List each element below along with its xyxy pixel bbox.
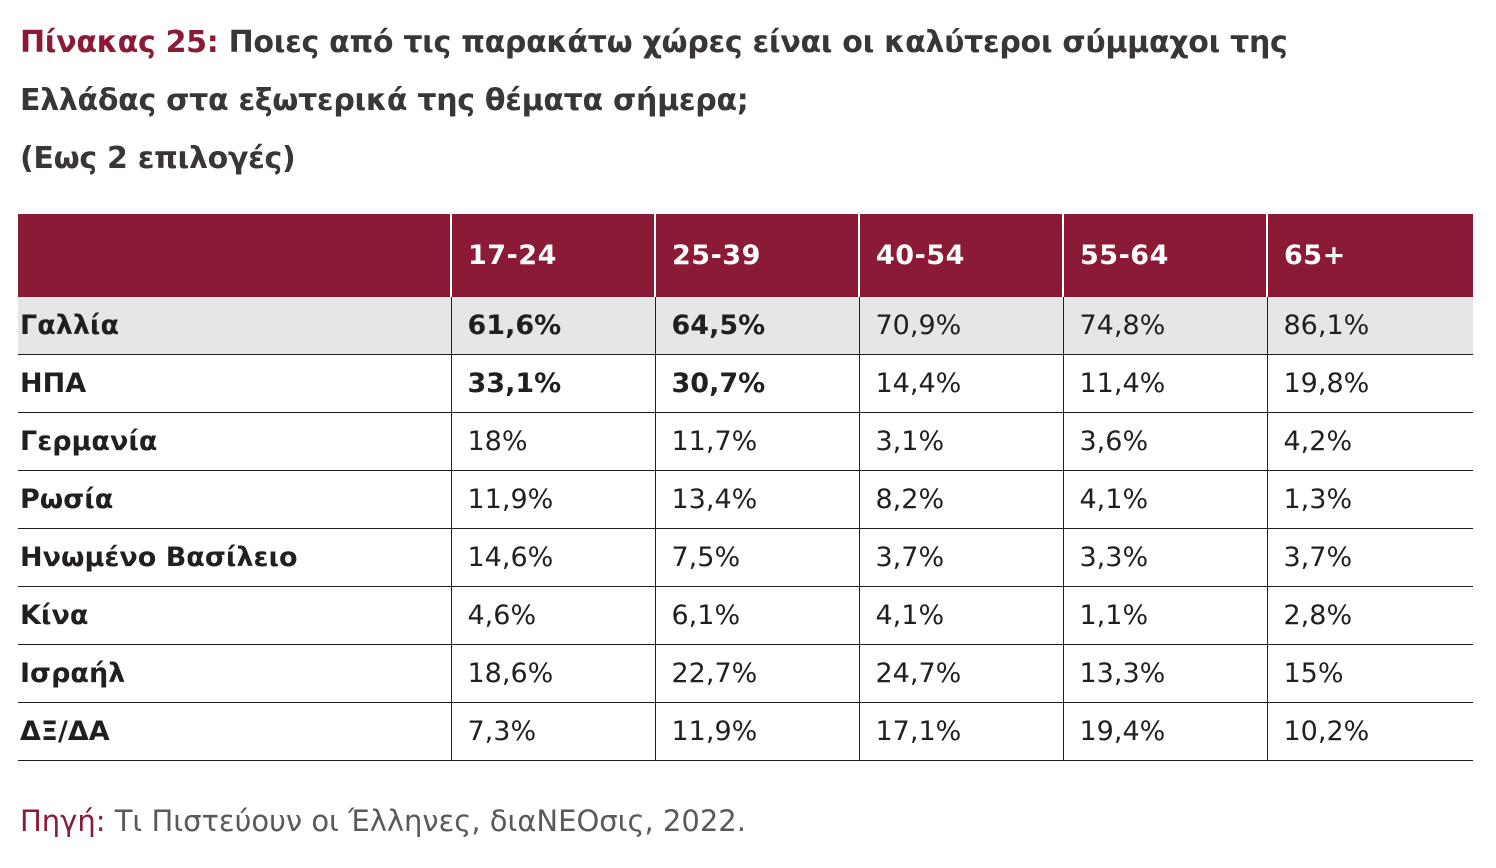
value-cell: 24,7% <box>858 644 1063 703</box>
title-line-3: (Εως 2 επιλογές) <box>20 141 296 176</box>
source-note: Πηγή: Τι Πιστεύουν οι Έλληνες, διαΝΕΟσις… <box>20 804 746 838</box>
row-label: Γαλλία <box>18 297 451 355</box>
value-cell: 33,1% <box>450 354 655 413</box>
value-cell: 22,7% <box>654 644 859 703</box>
table-body: Γαλλία 61,6% 64,5% 70,9% 74,8% 86,1% ΗΠΑ 33,1% 3… <box>18 297 1473 761</box>
table-title: Πίνακας 25: Ποιες από τις παρακάτω χώρες… <box>20 14 1476 188</box>
header-cell-40-54: 40-54 <box>858 214 1063 297</box>
value-cell: 11,4% <box>1062 354 1267 413</box>
value-cell: 2,8% <box>1266 586 1473 645</box>
row-label: ΔΞ/ΔΑ <box>18 702 451 761</box>
value-cell: 17,1% <box>858 702 1063 761</box>
header-cell-55-64: 55-64 <box>1062 214 1267 297</box>
value-cell: 19,4% <box>1062 702 1267 761</box>
table-row: Γερμανία 18% 11,7% 3,1% 3,6% 4,2% <box>18 412 1473 471</box>
value-cell: 8,2% <box>858 470 1063 529</box>
value-cell: 3,7% <box>1266 528 1473 587</box>
value-cell: 15% <box>1266 644 1473 703</box>
value-cell: 4,1% <box>1062 470 1267 529</box>
value-cell: 14,4% <box>858 354 1063 413</box>
header-cell-17-24: 17-24 <box>450 214 655 297</box>
table-row: ΔΞ/ΔΑ 7,3% 11,9% 17,1% 19,4% 10,2% <box>18 702 1473 761</box>
value-cell: 10,2% <box>1266 702 1473 761</box>
table-row: Γαλλία 61,6% 64,5% 70,9% 74,8% 86,1% <box>18 297 1473 355</box>
value-cell: 3,7% <box>858 528 1063 587</box>
table-row: Κίνα 4,6% 6,1% 4,1% 1,1% 2,8% <box>18 586 1473 645</box>
value-cell: 13,3% <box>1062 644 1267 703</box>
value-cell: 61,6% <box>450 297 655 355</box>
header-cell-65-plus: 65+ <box>1266 214 1473 297</box>
value-cell: 7,3% <box>450 702 655 761</box>
table-row: Ρωσία 11,9% 13,4% 8,2% 4,1% 1,3% <box>18 470 1473 529</box>
row-label: Γερμανία <box>18 412 451 471</box>
value-cell: 13,4% <box>654 470 859 529</box>
value-cell: 14,6% <box>450 528 655 587</box>
value-cell: 19,8% <box>1266 354 1473 413</box>
table-row: ΗΠΑ 33,1% 30,7% 14,4% 11,4% 19,8% <box>18 354 1473 413</box>
value-cell: 1,3% <box>1266 470 1473 529</box>
row-label: Ισραήλ <box>18 644 451 703</box>
results-table: 17-24 25-39 40-54 55-64 65+ Γαλλία 61,6% 6… <box>18 214 1473 761</box>
row-label: Ρωσία <box>18 470 451 529</box>
row-label: ΗΠΑ <box>18 354 451 413</box>
table-header-row: 17-24 25-39 40-54 55-64 65+ <box>18 214 1473 297</box>
value-cell: 11,9% <box>654 702 859 761</box>
title-line-1: Πίνακας 25: Ποιες από τις παρακάτω χώρες… <box>20 14 1476 72</box>
source-label: Πηγή: <box>20 804 106 838</box>
value-cell: 74,8% <box>1062 297 1267 355</box>
value-cell: 64,5% <box>654 297 859 355</box>
title-line-2: Ελλάδας στα εξωτερικά της θέματα σήμερα; <box>20 83 749 118</box>
row-label: Κίνα <box>18 586 451 645</box>
value-cell: 30,7% <box>654 354 859 413</box>
title-text-1: Ποιες από τις παρακάτω χώρες είναι οι κα… <box>218 25 1288 60</box>
header-cell-25-39: 25-39 <box>654 214 859 297</box>
value-cell: 4,1% <box>858 586 1063 645</box>
value-cell: 4,6% <box>450 586 655 645</box>
value-cell: 11,9% <box>450 470 655 529</box>
value-cell: 3,3% <box>1062 528 1267 587</box>
header-cell-empty <box>18 214 451 297</box>
value-cell: 6,1% <box>654 586 859 645</box>
source-text: Τι Πιστεύουν οι Έλληνες, διαΝΕΟσις, 2022… <box>105 804 746 838</box>
table-row: Ηνωμένο Βασίλειο 14,6% 7,5% 3,7% 3,3% 3,7% <box>18 528 1473 587</box>
value-cell: 7,5% <box>654 528 859 587</box>
title-prefix: Πίνακας 25: <box>20 25 219 60</box>
value-cell: 1,1% <box>1062 586 1267 645</box>
table-row: Ισραήλ 18,6% 22,7% 24,7% 13,3% 15% <box>18 644 1473 703</box>
value-cell: 18,6% <box>450 644 655 703</box>
row-label: Ηνωμένο Βασίλειο <box>18 528 451 587</box>
value-cell: 18% <box>450 412 655 471</box>
value-cell: 4,2% <box>1266 412 1473 471</box>
value-cell: 86,1% <box>1266 297 1473 355</box>
value-cell: 3,1% <box>858 412 1063 471</box>
value-cell: 11,7% <box>654 412 859 471</box>
value-cell: 70,9% <box>858 297 1063 355</box>
value-cell: 3,6% <box>1062 412 1267 471</box>
